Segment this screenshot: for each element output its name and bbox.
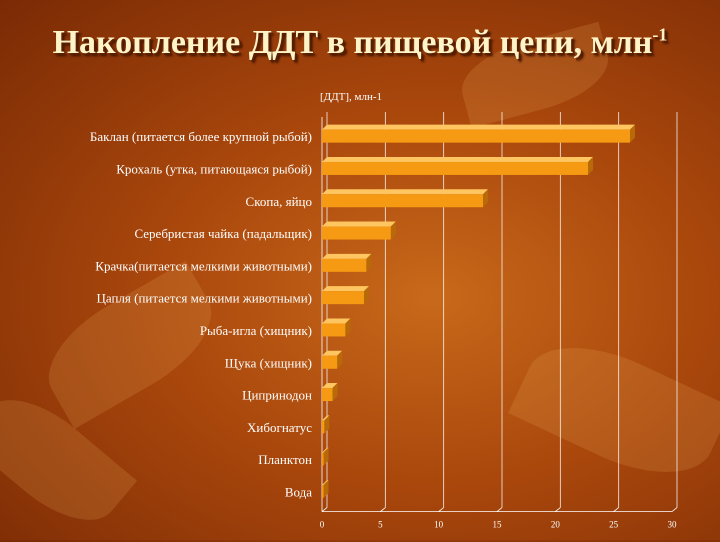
bar bbox=[322, 253, 372, 272]
bar-front-face bbox=[322, 388, 333, 402]
bar-top-face bbox=[322, 479, 329, 485]
category-label: Хибогнатус bbox=[247, 420, 312, 435]
bar-side-face bbox=[364, 286, 369, 305]
bar bbox=[322, 383, 338, 402]
bar-side-face bbox=[345, 318, 351, 337]
category-label: Цапля (питается мелкими животными) bbox=[96, 291, 312, 306]
x-tick-label: 5 bbox=[378, 520, 383, 530]
bar-side-face bbox=[324, 415, 330, 434]
bar-side-face bbox=[390, 221, 396, 240]
bar-side-face bbox=[366, 253, 372, 272]
slide-title-superscript: -1 bbox=[652, 24, 668, 45]
bar-front-face bbox=[322, 355, 338, 369]
x-tick-label: 30 bbox=[668, 520, 678, 530]
bar-side-face bbox=[483, 189, 488, 208]
bar-side-face bbox=[323, 479, 329, 498]
gridline-base bbox=[380, 507, 386, 512]
chart-title: [ДДТ], млн-1 bbox=[320, 91, 382, 103]
ddt-bar-chart: [ДДТ], млн-1 Баклан (питается более круп… bbox=[90, 91, 678, 530]
gridline-base bbox=[321, 507, 328, 512]
bar bbox=[322, 479, 329, 498]
bar-side-face bbox=[337, 350, 343, 369]
x-tick-label: 10 bbox=[434, 520, 444, 530]
bar bbox=[322, 156, 593, 175]
slide-title-text: Накопление ДДТ в пищевой цепи, млн bbox=[52, 24, 653, 61]
gridline-base bbox=[438, 507, 444, 512]
category-label: Ципринодон bbox=[242, 388, 312, 403]
bar-top-face bbox=[322, 253, 372, 259]
gridline-base bbox=[613, 507, 619, 512]
category-label: Баклан (питается более крупной рыбой) bbox=[90, 129, 312, 144]
bar-side-face bbox=[332, 383, 338, 402]
bar bbox=[322, 221, 396, 240]
bar bbox=[322, 286, 369, 305]
x-tick-label: 20 bbox=[551, 520, 561, 530]
gridline-base bbox=[496, 507, 503, 512]
bar-side-face bbox=[323, 447, 329, 466]
x-tick-labels: 0 5 10 15 20 25 30 bbox=[320, 520, 677, 530]
bar-top-face bbox=[322, 124, 635, 130]
bar-front-face bbox=[322, 420, 325, 434]
category-label: Рыба-игла (хищник) bbox=[200, 323, 312, 338]
bar-top-face bbox=[322, 318, 351, 324]
bar-front-face bbox=[322, 129, 630, 143]
bar-top-face bbox=[322, 383, 338, 389]
bar bbox=[322, 415, 330, 434]
bar-front-face bbox=[322, 194, 483, 208]
category-label: Щука (хищник) bbox=[225, 355, 312, 370]
gridline-base bbox=[555, 507, 561, 512]
chart-panel: [ДДТ], млн-1 Баклан (питается более круп… bbox=[18, 80, 708, 530]
bar-side-face bbox=[630, 124, 635, 143]
bar-top-face bbox=[322, 350, 343, 356]
bar-top-face bbox=[322, 221, 396, 227]
bar-front-face bbox=[322, 484, 324, 498]
category-label: Серебристая чайка (падальщик) bbox=[134, 226, 312, 241]
x-tick-label: 0 bbox=[320, 520, 325, 530]
slide-title: Накопление ДДТ в пищевой цепи, млн-1 bbox=[0, 24, 720, 62]
bar-top-face bbox=[322, 156, 593, 162]
x-tick-label: 25 bbox=[609, 520, 619, 530]
bar-front-face bbox=[322, 258, 367, 272]
bar-top-face bbox=[322, 415, 330, 421]
bar-top-face bbox=[322, 286, 369, 292]
chart-grid bbox=[321, 112, 678, 513]
bar-top-face bbox=[322, 189, 488, 195]
bar-top-face bbox=[322, 447, 329, 453]
category-labels: Баклан (питается более крупной рыбой) Кро… bbox=[90, 129, 312, 499]
bar-front-face bbox=[322, 291, 364, 305]
bar-front-face bbox=[322, 226, 391, 240]
gridline-base bbox=[671, 507, 678, 512]
bar bbox=[322, 447, 329, 466]
category-label: Планктон bbox=[258, 452, 312, 467]
category-label: Крачка(питается мелкими животными) bbox=[95, 258, 312, 273]
bar-front-face bbox=[322, 452, 324, 466]
bar bbox=[322, 318, 351, 337]
category-label: Вода bbox=[285, 484, 312, 499]
bar-front-face bbox=[322, 161, 588, 175]
x-tick-label: 15 bbox=[493, 520, 503, 530]
chart-bars bbox=[322, 124, 635, 498]
bar-side-face bbox=[588, 156, 593, 175]
bar bbox=[322, 189, 488, 208]
bar-front-face bbox=[322, 323, 346, 337]
bar bbox=[322, 350, 343, 369]
category-label: Крохаль (утка, питающаяся рыбой) bbox=[116, 161, 312, 176]
category-label: Скопа, яйцо bbox=[246, 194, 312, 209]
bar bbox=[322, 124, 635, 143]
